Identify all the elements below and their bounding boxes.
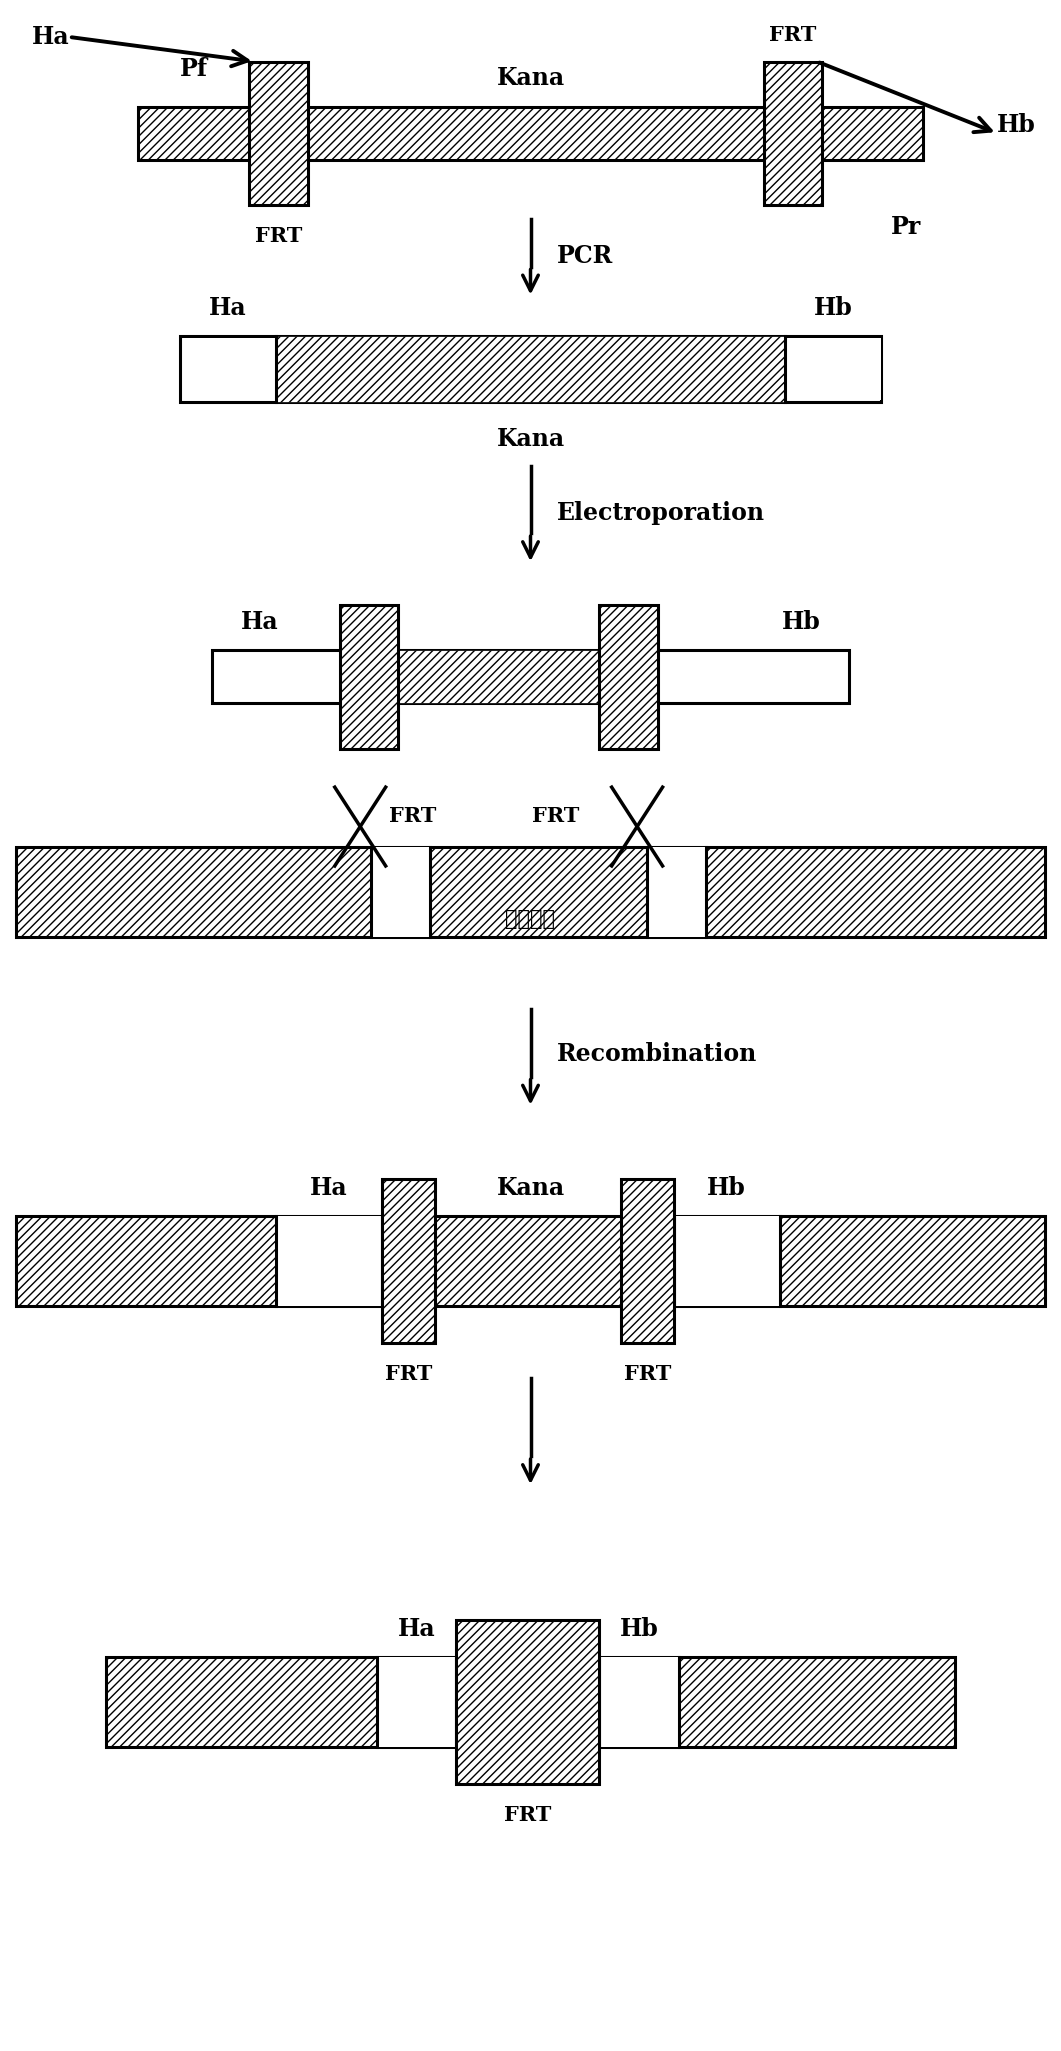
Text: Hb: Hb (782, 609, 820, 634)
Text: PCR: PCR (557, 244, 613, 269)
Text: FRT: FRT (769, 25, 817, 45)
Bar (764, 62, 822, 205)
Text: FRT: FRT (389, 806, 436, 827)
Text: Pr: Pr (891, 215, 922, 240)
Bar (674, 1216, 780, 1306)
Bar (182, 338, 275, 400)
Text: Kana: Kana (497, 427, 564, 451)
Text: Hb: Hb (814, 295, 852, 320)
Text: Kana: Kana (497, 1175, 564, 1200)
Bar (138, 107, 923, 160)
Bar (599, 605, 658, 749)
Bar (456, 1620, 599, 1784)
Bar (599, 1657, 679, 1747)
Text: Recombination: Recombination (557, 1042, 758, 1067)
Text: Hb: Hb (620, 1616, 659, 1641)
Text: Ha: Ha (32, 25, 69, 49)
Bar (106, 1657, 955, 1747)
Bar (647, 847, 706, 937)
Text: FRT: FRT (504, 1805, 552, 1825)
Text: FRT: FRT (624, 1364, 671, 1384)
Text: FRT: FRT (385, 1364, 432, 1384)
Bar (788, 338, 881, 400)
Bar (382, 1179, 435, 1343)
Text: 目标基因: 目标基因 (505, 909, 556, 929)
Text: Ha: Ha (241, 609, 279, 634)
Text: Kana: Kana (497, 66, 564, 90)
Text: Ha: Ha (398, 1616, 435, 1641)
Text: Hb: Hb (708, 1175, 746, 1200)
Text: Electroporation: Electroporation (557, 500, 765, 525)
Text: Ha: Ha (310, 1175, 348, 1200)
Bar (371, 847, 430, 937)
Bar (249, 62, 308, 205)
Bar (276, 336, 785, 402)
Bar (212, 650, 849, 703)
Text: Ha: Ha (209, 295, 247, 320)
Text: Pf: Pf (180, 57, 208, 82)
Text: FRT: FRT (255, 226, 302, 246)
Bar (340, 605, 398, 749)
Bar (180, 336, 881, 402)
Bar (398, 650, 599, 703)
Bar (276, 1216, 382, 1306)
Bar (16, 1216, 1045, 1306)
Text: FRT: FRT (532, 806, 579, 827)
Bar (621, 1179, 674, 1343)
Bar (16, 847, 1045, 937)
Text: Hb: Hb (997, 113, 1037, 137)
Bar (377, 1657, 456, 1747)
